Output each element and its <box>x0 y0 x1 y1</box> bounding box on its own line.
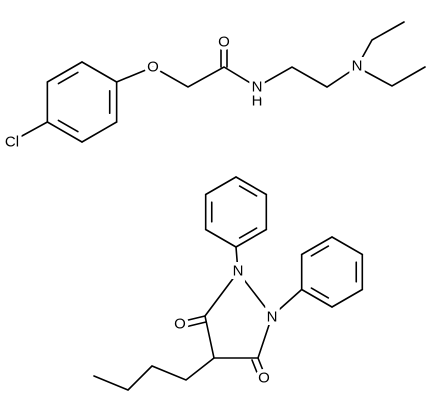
bond-chain <box>356 21 405 68</box>
double-bond <box>238 227 258 239</box>
bond <box>271 288 303 317</box>
bond <box>257 357 267 379</box>
ring-bond <box>235 228 268 248</box>
ring-bond <box>235 176 268 196</box>
double-bond <box>238 185 258 197</box>
atom-label: O <box>147 59 159 76</box>
ring <box>204 271 273 359</box>
bond <box>179 315 206 323</box>
double-bond <box>310 287 330 299</box>
butyl-chain <box>93 357 215 391</box>
double-bond <box>310 245 330 257</box>
atom-labels: Cl O O H N N O O N N <box>1 30 366 390</box>
bond <box>235 246 239 273</box>
atom-label: N <box>233 263 244 280</box>
bonds <box>19 21 426 391</box>
atom-label: O <box>258 370 270 387</box>
ring-bond <box>331 236 364 256</box>
ring-bond <box>204 228 237 248</box>
bond <box>251 359 261 381</box>
bond-chain <box>356 66 426 87</box>
atom-label: N <box>267 309 278 326</box>
bond-chain <box>115 66 358 88</box>
double-bond <box>57 119 79 133</box>
ring-bond <box>331 288 364 308</box>
ring-bond <box>81 61 118 83</box>
ring-bond <box>300 288 333 308</box>
atom-label: H <box>252 93 263 110</box>
ring-bond <box>204 176 237 196</box>
atom-label: O <box>174 316 186 333</box>
bond <box>180 321 207 329</box>
atom-label: N <box>252 79 263 96</box>
atom-label: O <box>218 34 230 51</box>
ring-bond <box>300 236 333 256</box>
ring-bond <box>46 61 83 83</box>
atom-label: N <box>352 58 363 75</box>
atom-label: Cl <box>5 134 19 151</box>
double-bond <box>57 71 79 85</box>
bond <box>19 121 49 138</box>
ring-bond <box>46 121 83 143</box>
ring-bond <box>81 121 118 143</box>
